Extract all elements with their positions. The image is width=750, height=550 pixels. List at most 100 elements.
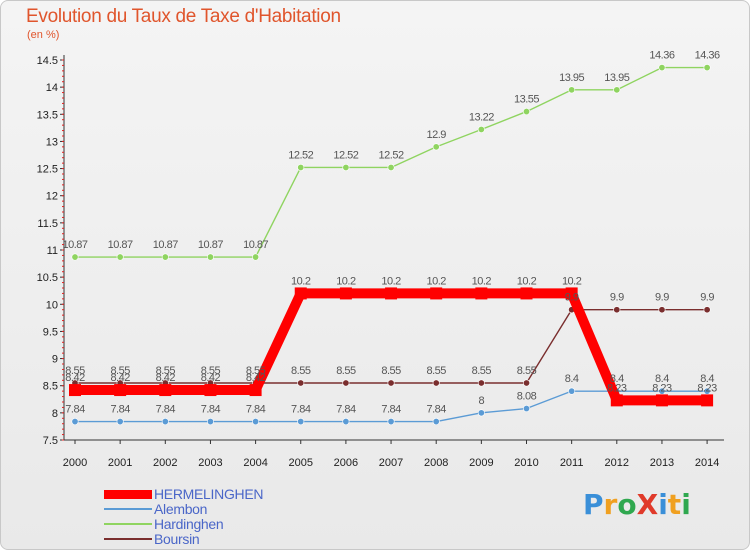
- legend-swatch: [104, 508, 152, 510]
- data-label: 10.2: [336, 275, 356, 287]
- logo-letter: X: [636, 488, 659, 521]
- data-label: 10.2: [562, 275, 582, 287]
- data-point: [522, 379, 530, 387]
- y-tick-label: 8.5: [43, 381, 58, 393]
- data-label: 8.42: [65, 372, 85, 384]
- data-point: [387, 418, 395, 426]
- x-tick-label: 2005: [289, 457, 313, 469]
- data-point: [385, 287, 398, 300]
- y-tick-label: 13: [46, 136, 58, 148]
- data-point: [206, 418, 214, 426]
- data-point: [342, 379, 350, 387]
- data-point: [432, 379, 440, 387]
- y-tick-label: 11.5: [37, 218, 58, 230]
- logo-letter: t: [667, 488, 682, 521]
- data-point: [206, 253, 214, 261]
- data-label: 10.2: [426, 275, 446, 287]
- data-point: [159, 384, 172, 397]
- axes: 7.5 8 8.5 9 9.5 10 10.5 11 11.5 12 12.5 13 13.5 14 14.…: [37, 55, 724, 469]
- data-point: [294, 287, 307, 300]
- data-label: 12.52: [288, 149, 313, 161]
- data-point: [204, 384, 217, 397]
- data-label: 7.84: [201, 404, 221, 416]
- data-label: 8.4: [610, 373, 624, 385]
- data-point: [116, 253, 124, 261]
- data-point: [701, 394, 714, 407]
- data-label: 13.22: [469, 111, 494, 123]
- series-hardinghen: [71, 64, 711, 261]
- data-label: 10.87: [243, 239, 268, 251]
- data-label: 7.84: [65, 404, 85, 416]
- data-point: [69, 384, 81, 397]
- data-label: 8.08: [517, 391, 537, 403]
- data-label: 8.4: [700, 373, 714, 385]
- legend-swatch: [104, 523, 152, 525]
- x-tick-label: 2001: [108, 457, 132, 469]
- data-label: 12.9: [426, 129, 446, 141]
- data-point: [116, 418, 124, 426]
- logo-letter: i: [658, 488, 668, 521]
- data-point: [252, 253, 260, 261]
- x-tick-label: 2009: [469, 457, 493, 469]
- data-point: [568, 86, 576, 94]
- data-label: 8.42: [246, 372, 266, 384]
- data-label: 14.36: [649, 50, 674, 62]
- data-label: 9.9: [655, 292, 669, 304]
- data-label: 10.87: [198, 239, 223, 251]
- data-point: [703, 64, 711, 72]
- data-point: [477, 379, 485, 387]
- data-label: 7.84: [336, 404, 356, 416]
- data-point: [655, 394, 668, 407]
- data-label: 8.23: [697, 382, 717, 394]
- data-label: 8.4: [655, 373, 669, 385]
- data-point: [658, 306, 666, 314]
- data-point: [387, 379, 395, 387]
- data-label: 12.52: [379, 149, 404, 161]
- data-point: [477, 409, 485, 417]
- data-point: [249, 384, 262, 397]
- data-label: 8.55: [291, 365, 311, 377]
- y-tick-label: 14.5: [37, 55, 58, 67]
- proxiti-logo: ProXiti: [583, 488, 691, 521]
- data-point: [114, 384, 127, 397]
- x-tick-label: 2014: [695, 457, 719, 469]
- data-label: 8.55: [336, 365, 356, 377]
- data-point: [430, 287, 443, 300]
- data-point: [522, 108, 530, 116]
- data-point: [342, 163, 350, 171]
- x-tick-label: 2010: [514, 457, 538, 469]
- data-label: 7.84: [381, 404, 401, 416]
- data-label: 7.84: [426, 404, 446, 416]
- data-label: 10.2: [381, 275, 401, 287]
- data-label: 10.2: [472, 275, 492, 287]
- data-label: 7.84: [156, 404, 176, 416]
- data-point: [522, 405, 530, 413]
- data-label: 9.9: [610, 292, 624, 304]
- y-tick-label: 9: [52, 354, 58, 366]
- legend-label: HERMELINGHEN: [154, 486, 264, 502]
- data-point: [613, 86, 621, 94]
- data-label: 13.55: [514, 94, 539, 106]
- x-tick-label: 2003: [198, 457, 222, 469]
- x-tick-label: 2007: [379, 457, 403, 469]
- data-label: 8.42: [110, 372, 130, 384]
- series-line-hardinghen: [75, 66, 708, 258]
- data-labels: 7.84 7.84 7.84 7.84 7.84 7.84 7.84 7.84 7.84 8 8.0…: [62, 50, 720, 416]
- legend-swatch: [104, 538, 152, 540]
- data-point: [161, 253, 169, 261]
- data-point: [520, 287, 533, 300]
- x-tick-label: 2006: [334, 457, 358, 469]
- data-point: [703, 387, 711, 395]
- data-point: [568, 387, 576, 395]
- data-point: [432, 143, 440, 151]
- data-point: [161, 418, 169, 426]
- y-tick-label: 10.5: [37, 272, 58, 284]
- data-point: [252, 418, 260, 426]
- y-tick-label: 10: [46, 299, 58, 311]
- data-label: 8.23: [607, 382, 627, 394]
- data-label: 10.87: [108, 239, 133, 251]
- x-tick-label: 2013: [650, 457, 674, 469]
- data-point: [610, 394, 623, 407]
